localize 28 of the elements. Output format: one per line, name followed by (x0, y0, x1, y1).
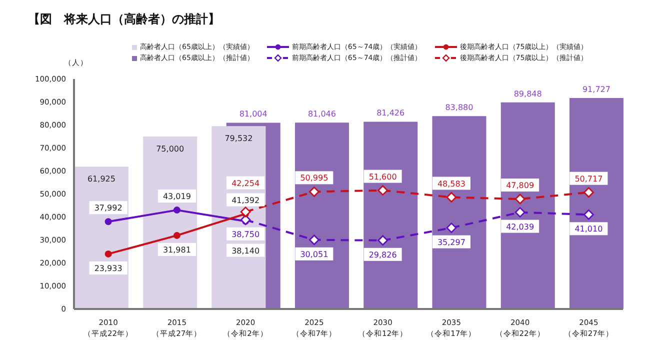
data-label: 41,010 (574, 224, 603, 234)
data-label: 43,019 (162, 192, 191, 202)
data-label: 91,727 (582, 85, 610, 94)
data-label: 30,051 (300, 250, 328, 259)
data-label: 42,254 (232, 178, 260, 188)
data-label: 83,880 (445, 103, 474, 112)
data-label: 42,039 (506, 222, 534, 232)
data-label: 38,750 (232, 230, 260, 239)
data-label: 37,992 (94, 204, 122, 213)
data-label: 81,046 (308, 110, 336, 119)
data-label: 89,848 (514, 89, 542, 98)
data-label: 79,532 (224, 134, 253, 144)
data-label: 48,583 (437, 179, 466, 188)
data-label: 31,981 (162, 245, 191, 254)
data-label: 61,925 (87, 174, 116, 184)
data-label: 81,004 (239, 110, 268, 119)
data-label: 50,717 (574, 174, 603, 184)
data-label: 81,426 (376, 108, 405, 118)
data-label: 29,826 (368, 250, 397, 260)
data-label: 50,995 (300, 174, 328, 183)
data-label: 41,392 (232, 196, 260, 205)
data-label: 75,000 (156, 144, 184, 154)
chart-title: 【図 将来人口（高齢者）の推計】 (28, 11, 220, 28)
data-label: 47,809 (506, 181, 534, 190)
data-label: 38,140 (232, 246, 260, 256)
data-label: 51,600 (368, 172, 397, 182)
data-label: 23,933 (94, 264, 122, 273)
data-label: 35,297 (437, 238, 466, 247)
